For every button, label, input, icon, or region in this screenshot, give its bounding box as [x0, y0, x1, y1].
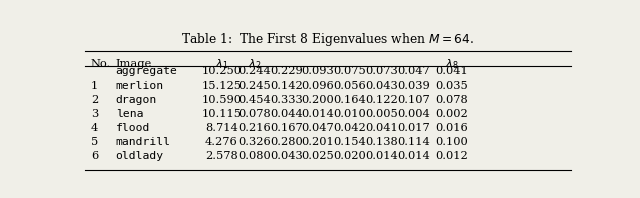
Text: 0.010: 0.010 — [333, 109, 366, 119]
Text: 0.035: 0.035 — [436, 81, 468, 90]
Text: 0.014: 0.014 — [365, 151, 398, 161]
Text: 0.016: 0.016 — [436, 123, 468, 133]
Text: 0.056: 0.056 — [333, 81, 366, 90]
Text: $\lambda_1$: $\lambda_1$ — [214, 57, 228, 71]
Text: 10.250: 10.250 — [202, 66, 241, 76]
Text: 0.043: 0.043 — [270, 151, 303, 161]
Text: 0.020: 0.020 — [333, 151, 366, 161]
Text: 0.014: 0.014 — [301, 109, 335, 119]
Text: 0.122: 0.122 — [365, 95, 398, 105]
Text: 2.578: 2.578 — [205, 151, 237, 161]
Text: 8.714: 8.714 — [205, 123, 237, 133]
Text: 4: 4 — [91, 123, 98, 133]
Text: $\lambda_2$: $\lambda_2$ — [248, 57, 261, 71]
Text: 0.164: 0.164 — [333, 95, 366, 105]
Text: 0.229: 0.229 — [270, 66, 303, 76]
Text: 2: 2 — [91, 95, 98, 105]
Text: aggregate: aggregate — [116, 66, 177, 76]
Text: 0.154: 0.154 — [333, 137, 366, 147]
Text: 0.042: 0.042 — [333, 123, 366, 133]
Text: 10.590: 10.590 — [202, 95, 241, 105]
Text: No.: No. — [91, 59, 111, 69]
Text: $\ldots$: $\ldots$ — [312, 59, 324, 69]
Text: Table 1:  The First 8 Eigenvalues when $M = 64$.: Table 1: The First 8 Eigenvalues when $M… — [182, 31, 474, 48]
Text: 0.044: 0.044 — [270, 109, 303, 119]
Text: 0.138: 0.138 — [365, 137, 398, 147]
Text: 0.025: 0.025 — [301, 151, 335, 161]
Text: lena: lena — [116, 109, 143, 119]
Text: 4.276: 4.276 — [205, 137, 237, 147]
Text: oldlady: oldlady — [116, 151, 164, 161]
Text: 0.041: 0.041 — [365, 123, 398, 133]
Text: 0.075: 0.075 — [333, 66, 366, 76]
Text: 10.115: 10.115 — [202, 109, 241, 119]
Text: 0.333: 0.333 — [270, 95, 303, 105]
Text: 0.012: 0.012 — [436, 151, 468, 161]
Text: 0.096: 0.096 — [301, 81, 335, 90]
Text: 15.125: 15.125 — [202, 81, 241, 90]
Text: 0.454: 0.454 — [238, 95, 271, 105]
Text: 0.280: 0.280 — [270, 137, 303, 147]
Text: 0.326: 0.326 — [238, 137, 271, 147]
Text: 3: 3 — [91, 109, 98, 119]
Text: 0.047: 0.047 — [397, 66, 429, 76]
Text: 0.041: 0.041 — [436, 66, 468, 76]
Text: 0.100: 0.100 — [436, 137, 468, 147]
Text: 1: 1 — [91, 81, 98, 90]
Text: 0.073: 0.073 — [365, 66, 398, 76]
Text: 0.216: 0.216 — [238, 123, 271, 133]
Text: 0.002: 0.002 — [436, 109, 468, 119]
Text: 0.043: 0.043 — [365, 81, 398, 90]
Text: 0.093: 0.093 — [301, 66, 335, 76]
Text: 0.107: 0.107 — [397, 95, 429, 105]
Text: 0.200: 0.200 — [301, 95, 335, 105]
Text: 0.004: 0.004 — [397, 109, 429, 119]
Text: merlion: merlion — [116, 81, 164, 90]
Text: $\lambda_8$: $\lambda_8$ — [445, 57, 459, 71]
Text: 0.142: 0.142 — [270, 81, 303, 90]
Text: 0.078: 0.078 — [436, 95, 468, 105]
Text: Image: Image — [116, 59, 152, 69]
Text: 0.244: 0.244 — [238, 66, 271, 76]
Text: flood: flood — [116, 123, 150, 133]
Text: 0.201: 0.201 — [301, 137, 335, 147]
Text: 0.167: 0.167 — [270, 123, 303, 133]
Text: mandrill: mandrill — [116, 137, 171, 147]
Text: 0.245: 0.245 — [238, 81, 271, 90]
Text: dragon: dragon — [116, 95, 157, 105]
Text: 0.078: 0.078 — [238, 109, 271, 119]
Text: 5: 5 — [91, 137, 98, 147]
Text: 6: 6 — [91, 151, 98, 161]
Text: 0.080: 0.080 — [238, 151, 271, 161]
Text: 0.005: 0.005 — [365, 109, 398, 119]
Text: 0.047: 0.047 — [301, 123, 335, 133]
Text: 0.114: 0.114 — [397, 137, 429, 147]
Text: 0.039: 0.039 — [397, 81, 429, 90]
Text: 0.014: 0.014 — [397, 151, 429, 161]
Text: 0.017: 0.017 — [397, 123, 429, 133]
